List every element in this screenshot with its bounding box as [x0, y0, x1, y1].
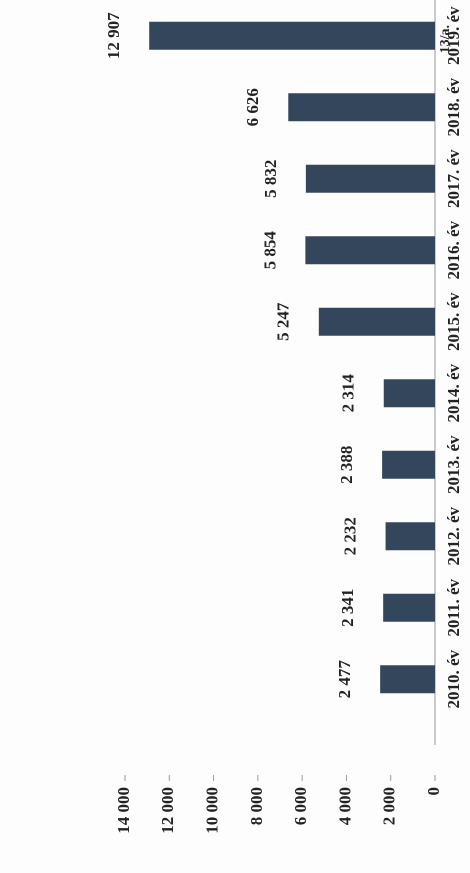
- value-label: 2 232: [340, 517, 359, 555]
- value-label: 5 247: [274, 302, 293, 341]
- x-tick-label: 2013. év: [444, 435, 463, 494]
- bar: [385, 522, 436, 551]
- x-tick-label: 2012. év: [444, 506, 463, 565]
- x-tick-label: 2015. év: [444, 292, 463, 351]
- value-label: 2 388: [337, 446, 356, 484]
- x-tick-label: 2017. év: [444, 149, 463, 208]
- bar: [149, 21, 435, 50]
- value-label: 2 477: [335, 660, 354, 699]
- value-label: 5 832: [261, 160, 280, 198]
- chart-title: 13/a.: [438, 25, 453, 53]
- bar: [305, 236, 435, 265]
- value-label: 2 341: [338, 589, 357, 627]
- value-label: 5 854: [260, 231, 279, 270]
- x-tick-label: 2018. év: [444, 77, 463, 136]
- bar: [288, 93, 435, 122]
- y-tick-label: 8 000: [247, 787, 266, 825]
- value-label: 6 626: [243, 88, 262, 126]
- value-label: 12 907: [104, 12, 123, 59]
- bar: [380, 665, 435, 694]
- bar: [383, 379, 435, 408]
- y-tick-label: 14 000: [114, 787, 133, 834]
- x-tick-label: 2019. év: [444, 6, 463, 65]
- y-tick-label: 4 000: [335, 787, 354, 825]
- x-tick-label: 2010. év: [444, 649, 463, 708]
- x-tick-label: 2014. év: [444, 363, 463, 422]
- x-tick-label: 2016. év: [444, 220, 463, 279]
- bar: [382, 450, 436, 479]
- bar: [383, 593, 436, 622]
- y-tick-label: 2 000: [380, 787, 399, 825]
- bar: [305, 164, 435, 193]
- y-tick-label: 10 000: [202, 787, 221, 834]
- value-label: 2 314: [339, 374, 358, 413]
- y-tick-label: 0: [424, 787, 443, 796]
- rotated-plot: 13/a. 0 2 000 4 000 6 000 8 000 10 000 12 000 1…: [104, 0, 463, 834]
- y-tick-label: 12 000: [158, 787, 177, 834]
- y-tick-label: 6 000: [291, 787, 310, 825]
- x-tick-label: 2011. év: [444, 578, 463, 636]
- bar: [318, 307, 436, 336]
